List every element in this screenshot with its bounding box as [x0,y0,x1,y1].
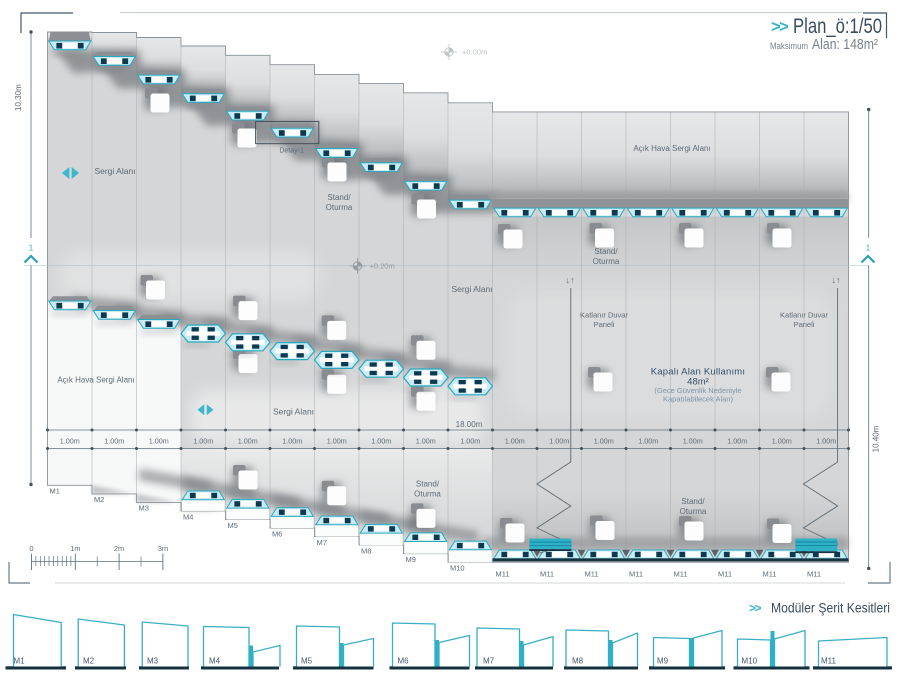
svg-text:M2: M2 [83,657,95,666]
svg-text:0: 0 [29,544,33,553]
svg-text:M3: M3 [147,657,159,666]
svg-text:Oturma: Oturma [593,257,620,266]
svg-text:1.00m: 1.00m [60,436,80,445]
svg-text:Açık Hava Sergi Alanı: Açık Hava Sergi Alanı [633,144,710,153]
svg-text:Açık Hava Sergi Alanı: Açık Hava Sergi Alanı [57,376,134,385]
svg-text:M9: M9 [657,657,669,666]
svg-text:Stand/: Stand/ [327,193,351,202]
svg-text:1: 1 [866,243,871,253]
svg-text:M7: M7 [483,657,495,666]
svg-text:1.00m: 1.00m [638,436,658,445]
svg-text:1.00m: 1.00m [816,436,836,445]
svg-text:M8: M8 [361,546,371,555]
svg-text:↓↑: ↓↑ [832,275,841,285]
svg-text:Stand/: Stand/ [416,480,440,489]
svg-text:M10: M10 [742,657,758,666]
svg-text:2m: 2m [114,544,124,553]
svg-text:M1: M1 [14,657,26,666]
svg-text:Maksimum: Maksimum [770,41,808,51]
svg-text:1: 1 [29,243,34,253]
svg-text:1.00m: 1.00m [104,436,124,445]
svg-text:Sergi Alanı: Sergi Alanı [273,407,314,417]
svg-text:Oturma: Oturma [326,203,353,212]
svg-text:10.30m: 10.30m [14,84,23,111]
svg-text:M2: M2 [94,495,104,504]
svg-text:M11: M11 [540,570,554,579]
svg-text:M10: M10 [450,564,465,573]
svg-text:M11: M11 [585,570,599,579]
svg-text:M5: M5 [228,521,238,530]
svg-text:1.00m: 1.00m [772,436,792,445]
svg-text:+0.00m: +0.00m [462,48,487,57]
svg-text:Kapatılabilecek Alan): Kapatılabilecek Alan) [663,395,734,404]
svg-text:M11: M11 [496,570,510,579]
svg-text:1m: 1m [70,544,80,553]
svg-text:1.00m: 1.00m [149,436,169,445]
svg-text:M4: M4 [209,657,221,666]
svg-text:1.00m: 1.00m [416,436,436,445]
svg-text:1.00m: 1.00m [238,436,258,445]
svg-text:M5: M5 [301,657,313,666]
svg-text:Sergi Alanı: Sergi Alanı [94,166,135,176]
svg-text:M3: M3 [139,504,149,513]
svg-text:M11: M11 [674,570,688,579]
svg-text:Modüler Şerit Kesitleri: Modüler Şerit Kesitleri [771,601,890,616]
svg-text:(Gece Güvenlik Nedeniyle: (Gece Güvenlik Nedeniyle [654,386,741,395]
svg-text:1.00m: 1.00m [727,436,747,445]
svg-text:Katlanır Duvar: Katlanır Duvar [780,311,828,320]
svg-text:Detay-1: Detay-1 [279,148,304,155]
svg-text:1.00m: 1.00m [505,436,525,445]
svg-text:1.00m: 1.00m [549,436,569,445]
svg-text:M4: M4 [183,512,193,521]
svg-text:M7: M7 [317,538,327,547]
svg-text:M1: M1 [50,487,60,496]
svg-text:↓↑: ↓↑ [566,275,575,285]
svg-text:1.00m: 1.00m [193,436,213,445]
svg-text:>>: >> [749,601,762,615]
svg-text:M6: M6 [398,657,410,666]
svg-text:M11: M11 [763,570,777,579]
svg-text:M9: M9 [406,555,416,564]
svg-text:Stand/: Stand/ [681,497,705,506]
svg-text:Katlanır Duvar: Katlanır Duvar [580,311,628,320]
svg-text:1.00m: 1.00m [327,436,347,445]
svg-text:48m²: 48m² [687,377,709,388]
svg-text:+0.20m: +0.20m [370,262,395,271]
svg-text:Kapalı Alan Kullanımı: Kapalı Alan Kullanımı [651,367,746,378]
svg-text:Oturma: Oturma [680,507,707,516]
svg-text:1.00m: 1.00m [594,436,614,445]
svg-text:Sergi Alanı: Sergi Alanı [451,284,492,294]
svg-text:Oturma: Oturma [414,490,441,499]
svg-text:M8: M8 [572,657,584,666]
svg-text:M6: M6 [272,529,282,538]
svg-text:Alan: 148m²: Alan: 148m² [812,37,878,53]
svg-text:1.00m: 1.00m [371,436,391,445]
svg-text:M11: M11 [718,570,732,579]
svg-text:Plan_ö:1/50: Plan_ö:1/50 [793,15,882,38]
svg-text:1.00m: 1.00m [683,436,703,445]
svg-text:Stand/: Stand/ [594,247,618,256]
svg-text:3m: 3m [158,544,168,553]
svg-text:>>: >> [771,18,788,36]
svg-text:1.00m: 1.00m [460,436,480,445]
svg-text:Paneli: Paneli [794,320,815,329]
svg-text:M11: M11 [807,570,821,579]
svg-text:10.40m: 10.40m [872,425,881,452]
svg-text:Paneli: Paneli [594,320,615,329]
svg-text:M11: M11 [629,570,643,579]
svg-text:M11: M11 [821,657,837,666]
svg-text:1.00m: 1.00m [282,436,302,445]
svg-text:18.00m: 18.00m [456,420,483,429]
